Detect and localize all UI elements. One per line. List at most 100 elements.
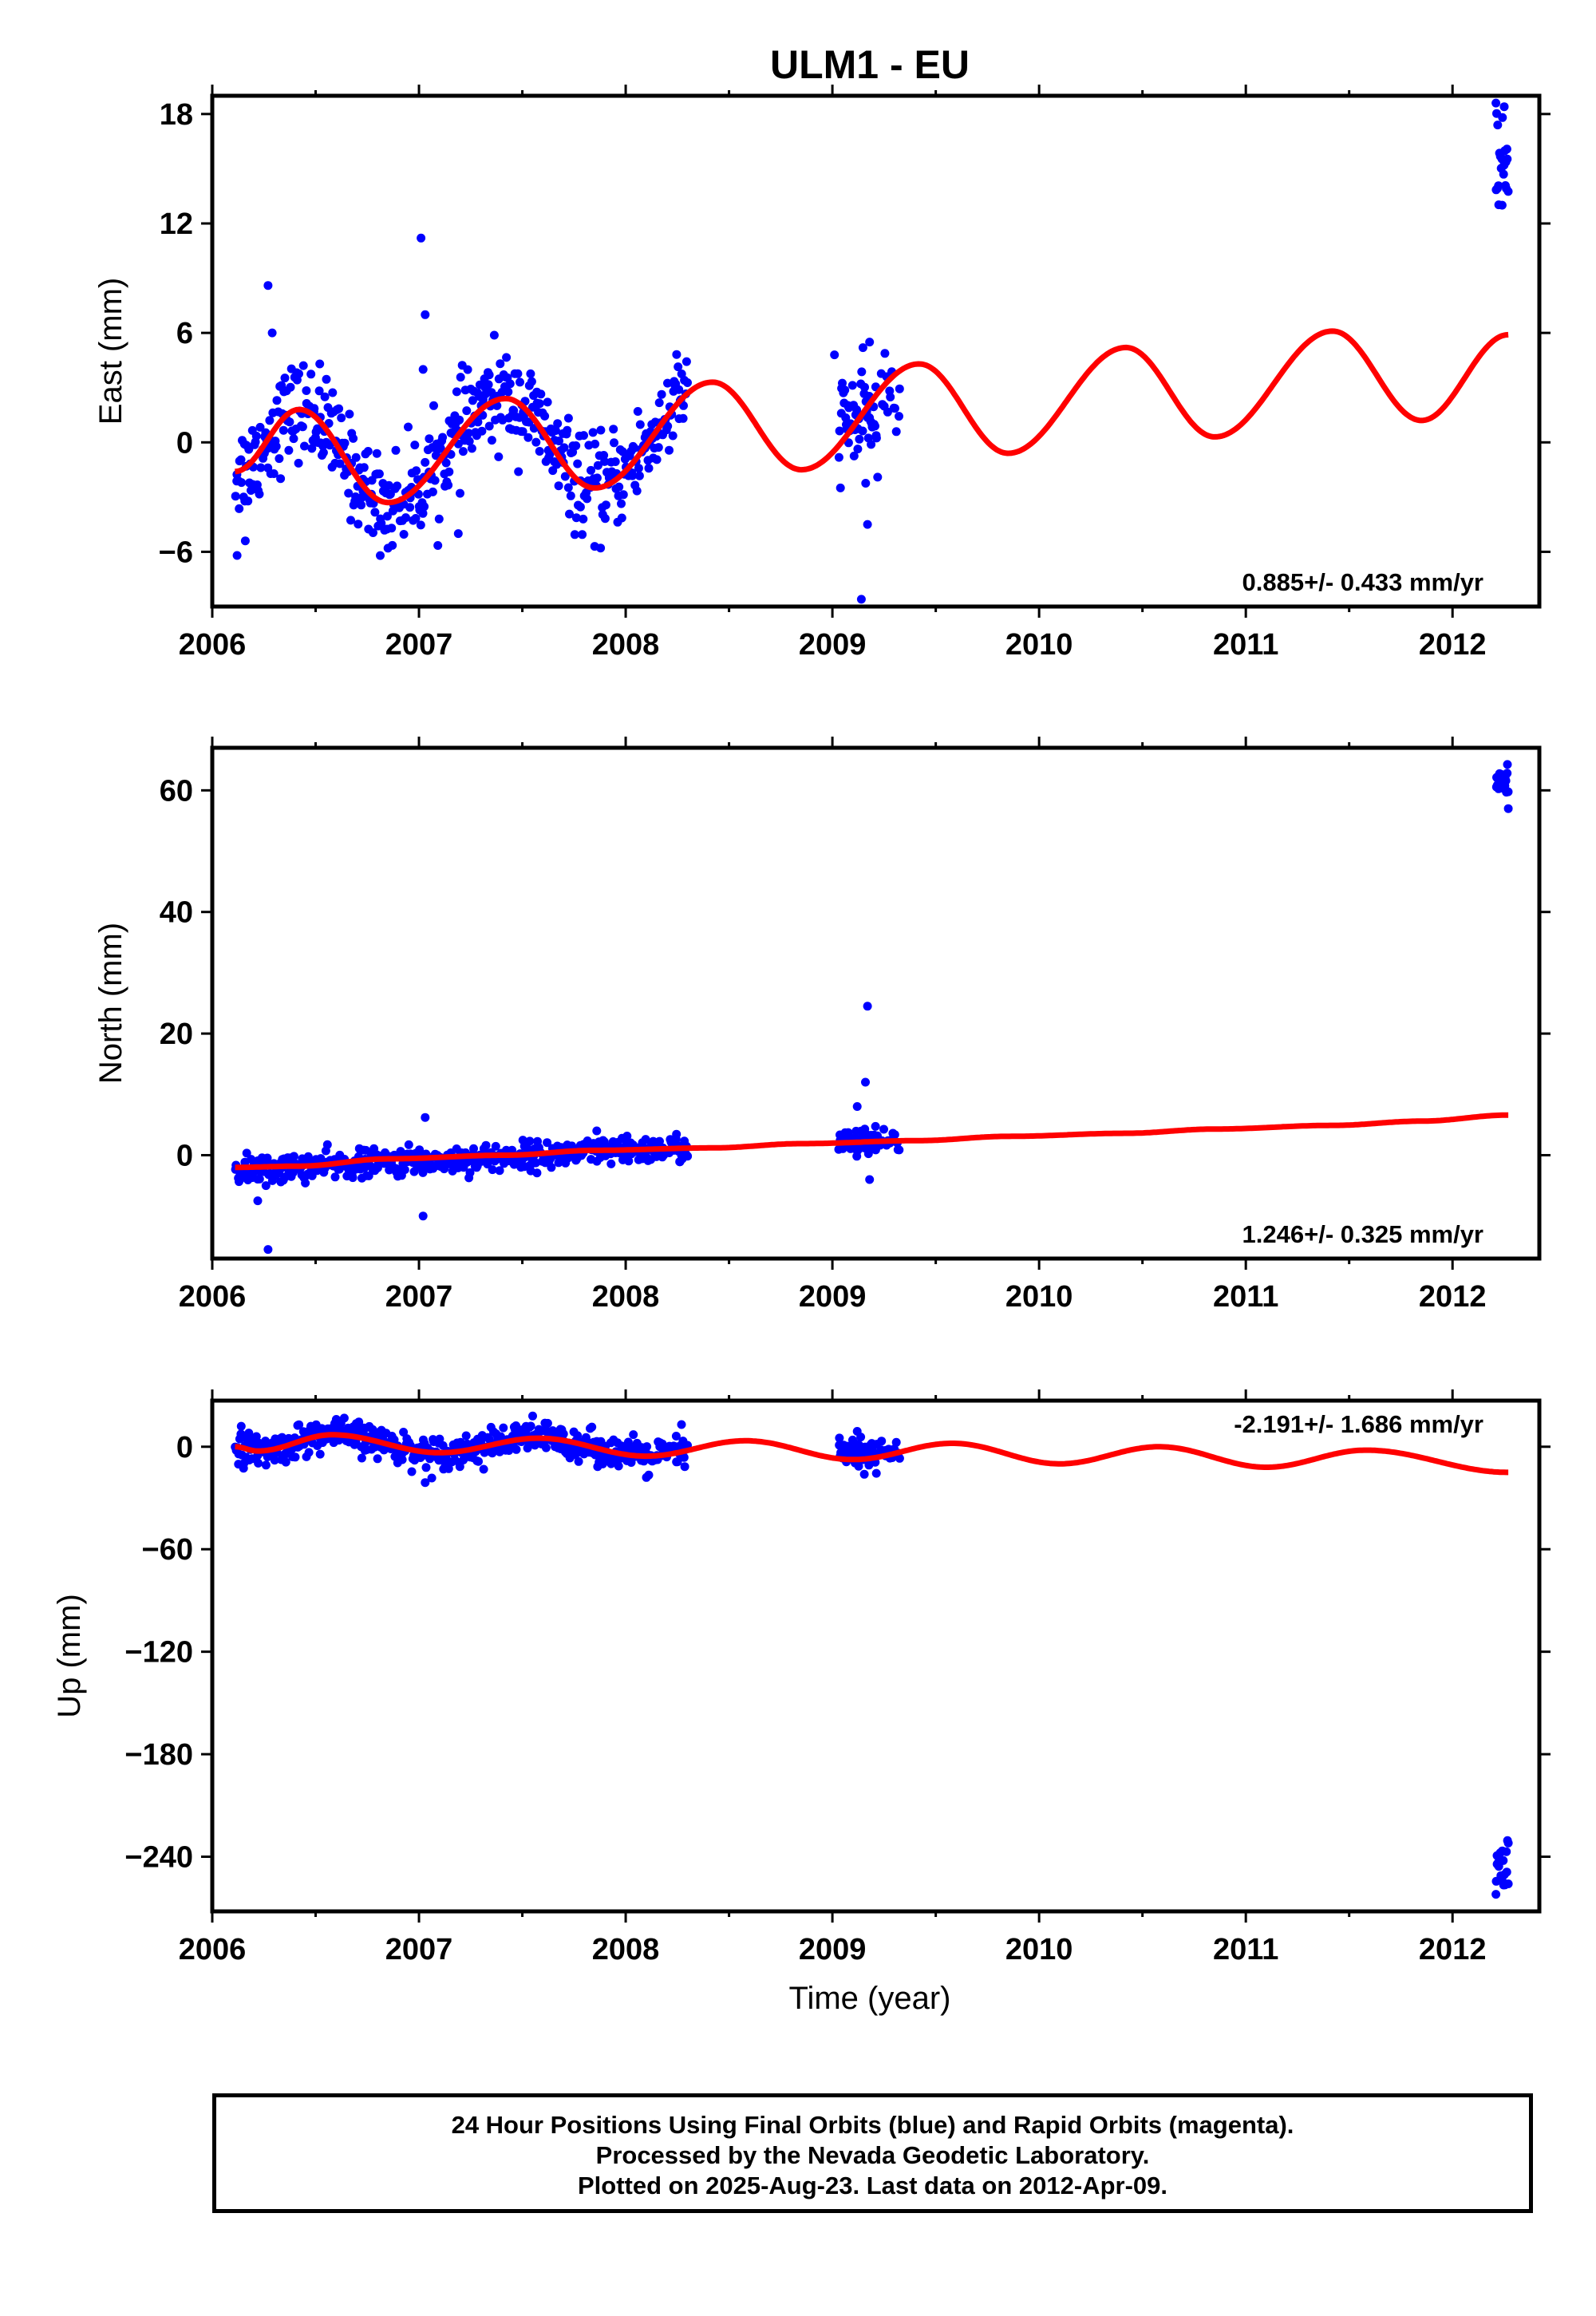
- data-point: [877, 1437, 887, 1446]
- data-point: [315, 1449, 325, 1459]
- data-point: [337, 413, 346, 423]
- data-point: [591, 439, 600, 449]
- data-point: [418, 1168, 428, 1177]
- data-point: [642, 1472, 651, 1482]
- data-point: [322, 374, 331, 384]
- data-point: [543, 1418, 552, 1428]
- x-tick-label: 2008: [592, 1280, 660, 1314]
- data-point: [420, 502, 429, 512]
- data-point: [532, 1168, 542, 1178]
- data-point: [863, 520, 872, 529]
- data-point: [527, 377, 536, 386]
- data-point: [551, 426, 560, 435]
- fit-curve: [234, 328, 1509, 506]
- data-point: [861, 1077, 870, 1087]
- data-point: [307, 444, 317, 453]
- x-tick-label: 2011: [1213, 1280, 1278, 1314]
- data-point: [871, 433, 881, 443]
- data-point: [628, 471, 637, 480]
- data-point: [593, 460, 602, 470]
- data-point: [455, 1462, 464, 1472]
- y-tick-label: −60: [142, 1533, 193, 1567]
- data-point: [348, 1173, 358, 1183]
- data-point: [674, 385, 684, 394]
- data-point: [465, 1168, 475, 1177]
- data-point: [285, 417, 294, 427]
- data-point: [456, 488, 464, 498]
- data-point: [895, 1145, 904, 1155]
- data-point: [474, 1456, 483, 1466]
- data-point: [393, 481, 402, 491]
- data-point: [854, 1461, 863, 1471]
- data-point: [890, 1130, 899, 1140]
- data-point: [1502, 1847, 1511, 1856]
- data-point: [835, 1433, 844, 1443]
- data-point: [428, 487, 437, 496]
- data-point: [553, 419, 563, 429]
- fit-curve: [234, 1432, 1509, 1476]
- data-point: [265, 416, 275, 425]
- data-point: [354, 1417, 364, 1427]
- data-point: [357, 1453, 366, 1463]
- data-point: [468, 396, 477, 405]
- footer-line-3: Plotted on 2025-Aug-23. Last data on 201…: [577, 2172, 1167, 2199]
- data-point: [370, 508, 380, 517]
- data-point: [339, 1413, 349, 1423]
- fit-curve: [234, 1112, 1509, 1171]
- y-axis-label: North (mm): [93, 923, 128, 1084]
- x-tick-label: 2006: [179, 628, 247, 662]
- data-point: [531, 437, 541, 447]
- panel-north: 2006 2007 2008 2009 2010 2011 2012 60 40 20 0 North…: [93, 737, 1551, 1314]
- data-point: [340, 438, 350, 448]
- data-point: [383, 543, 393, 553]
- data-point: [629, 1430, 638, 1440]
- y-axis-label: East (mm): [93, 278, 128, 425]
- data-point: [455, 415, 464, 425]
- data-point: [857, 367, 867, 377]
- data-point: [416, 520, 425, 530]
- data-point: [236, 1421, 246, 1431]
- data-point: [1503, 154, 1512, 164]
- x-tick-label: 2008: [592, 1933, 660, 1966]
- panel-up: 2006 2007 2008 2009 2010 2011 2012 0 −60 −120 −180…: [52, 1389, 1551, 1966]
- data-point: [609, 425, 618, 434]
- data-point: [251, 431, 261, 441]
- data-point: [600, 456, 610, 466]
- data-point: [852, 1102, 862, 1111]
- x-tick-label: 2007: [385, 1933, 453, 1966]
- data-point: [583, 494, 592, 504]
- y-axis-label: Up (mm): [52, 1594, 87, 1718]
- data-point: [571, 441, 581, 450]
- data-point: [555, 437, 563, 445]
- data-point: [830, 350, 839, 360]
- data-point: [642, 1442, 652, 1452]
- data-point: [601, 500, 610, 510]
- data-point: [330, 1172, 340, 1182]
- data-point: [272, 396, 282, 405]
- data-point: [886, 393, 895, 401]
- data-point: [298, 361, 308, 370]
- data-point: [357, 500, 366, 510]
- y-tick-label: 6: [176, 317, 193, 350]
- data-point: [278, 1433, 286, 1442]
- data-point: [526, 1421, 535, 1431]
- data-point: [835, 426, 844, 436]
- data-point: [271, 441, 281, 451]
- data-point: [438, 433, 448, 442]
- data-point: [496, 1432, 505, 1441]
- data-point: [547, 1163, 556, 1172]
- data-point: [435, 1434, 444, 1444]
- data-point: [410, 441, 420, 450]
- data-point: [861, 479, 871, 488]
- x-tick-label: 2011: [1213, 1933, 1278, 1966]
- data-point: [294, 458, 303, 468]
- data-point: [261, 1181, 271, 1191]
- data-point: [404, 422, 413, 432]
- data-point: [300, 441, 309, 451]
- data-point: [600, 514, 610, 524]
- data-point: [871, 421, 879, 431]
- data-point: [1503, 787, 1513, 796]
- data-point: [409, 1167, 419, 1176]
- y-tick-label: 18: [160, 98, 193, 132]
- data-point: [588, 428, 598, 437]
